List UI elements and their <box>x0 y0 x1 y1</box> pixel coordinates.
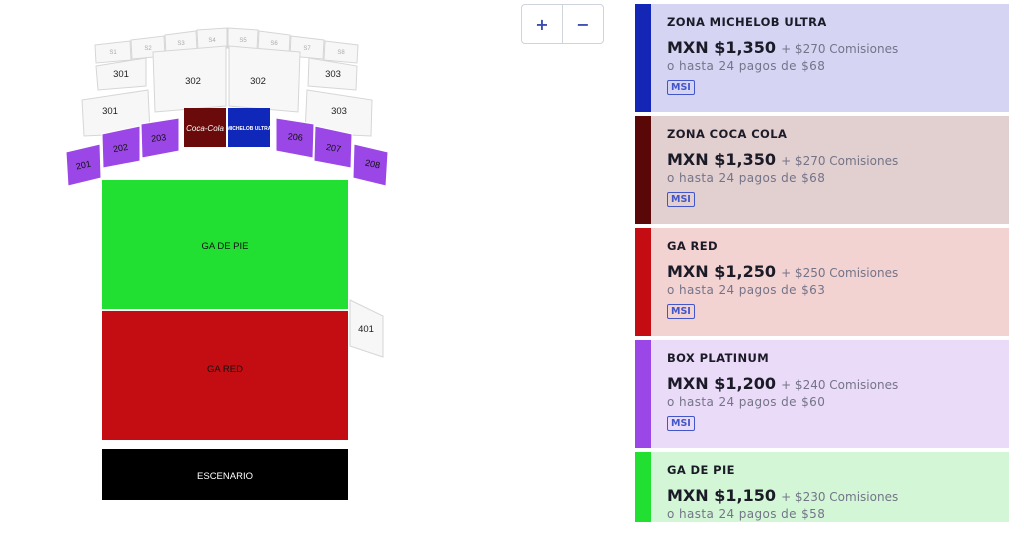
zone-coca-cola[interactable] <box>184 108 226 147</box>
label-207: 207 <box>325 142 342 154</box>
section-203[interactable] <box>140 117 180 159</box>
label-s1: S1 <box>109 50 117 56</box>
zone-price: MXN $1,350 <box>667 150 776 169</box>
label-ga-de-pie: GA DE PIE <box>202 241 249 252</box>
label-301-lower: 301 <box>102 106 118 117</box>
section-302-left[interactable] <box>152 45 227 113</box>
coca-cola-logo: Coca-Cola <box>186 124 224 133</box>
zone-card[interactable]: ZONA COCA COLA MXN $1,350 + $270 Comisio… <box>635 116 1009 224</box>
label-208: 208 <box>364 158 381 171</box>
michelob-logo: MICHELOB ULTRA <box>227 126 272 132</box>
label-s6: S6 <box>270 41 278 47</box>
section-208[interactable] <box>352 143 389 187</box>
label-s7: S7 <box>303 46 311 52</box>
label-302-left: 302 <box>185 76 201 87</box>
zoom-in-button[interactable]: + <box>522 5 562 43</box>
section-302-right[interactable] <box>228 45 301 113</box>
zoom-out-button[interactable]: − <box>563 5 603 43</box>
section-206[interactable] <box>275 117 315 159</box>
label-s5: S5 <box>239 38 247 44</box>
zone-installments: o hasta 24 pagos de $68 <box>667 171 826 185</box>
zone-price-list: ZONA MICHELOB ULTRA MXN $1,350 + $270 Co… <box>635 4 1009 522</box>
zone-color-bar <box>635 340 651 448</box>
zone-color-bar <box>635 228 651 336</box>
msi-badge: MSI <box>667 416 695 431</box>
zone-ga-de-pie[interactable] <box>102 180 348 309</box>
price-line: MXN $1,350 + $270 Comisiones <box>667 38 997 57</box>
zone-name: GA RED <box>667 239 718 253</box>
zone-fees: + $270 Comisiones <box>781 154 899 168</box>
label-302-right: 302 <box>250 76 266 87</box>
zone-michelob-ultra[interactable] <box>228 108 270 147</box>
label-s3: S3 <box>177 41 185 47</box>
zone-color-bar <box>635 4 651 112</box>
section-201[interactable] <box>65 143 102 187</box>
section-207[interactable] <box>313 125 353 169</box>
label-stage: ESCENARIO <box>197 471 253 482</box>
price-line: MXN $1,150 + $230 Comisiones <box>667 486 997 505</box>
zone-price: MXN $1,250 <box>667 262 776 281</box>
section-202[interactable] <box>101 125 141 169</box>
price-line: MXN $1,350 + $270 Comisiones <box>667 150 997 169</box>
zone-name: GA DE PIE <box>667 463 735 477</box>
zone-name: BOX PLATINUM <box>667 351 770 365</box>
zone-fees: + $240 Comisiones <box>781 378 899 392</box>
zone-fees: + $230 Comisiones <box>781 490 899 504</box>
zone-card[interactable]: BOX PLATINUM MXN $1,200 + $240 Comisione… <box>635 340 1009 448</box>
zone-price: MXN $1,350 <box>667 38 776 57</box>
label-203: 203 <box>151 132 167 144</box>
zone-installments: o hasta 24 pagos de $60 <box>667 395 826 409</box>
section-401[interactable] <box>349 299 384 358</box>
zoom-controls: + − <box>521 4 604 44</box>
label-401: 401 <box>358 324 374 335</box>
zone-card[interactable]: GA DE PIE MXN $1,150 + $230 Comisiones o… <box>635 452 1009 522</box>
msi-badge: MSI <box>667 304 695 319</box>
zone-color-bar <box>635 452 651 522</box>
label-201: 201 <box>75 159 92 172</box>
label-301-upper: 301 <box>113 69 129 80</box>
zone-price: MXN $1,200 <box>667 374 776 393</box>
msi-badge: MSI <box>667 192 695 207</box>
stage <box>102 449 348 500</box>
section-301-upper[interactable] <box>95 57 147 91</box>
zone-installments: o hasta 24 pagos de $58 <box>667 507 826 521</box>
label-ga-red: GA RED <box>207 364 243 375</box>
section-s4[interactable] <box>196 27 228 51</box>
label-202: 202 <box>112 142 129 154</box>
label-303-upper: 303 <box>325 69 341 80</box>
label-206: 206 <box>287 131 303 143</box>
zone-fees: + $270 Comisiones <box>781 42 899 56</box>
zone-installments: o hasta 24 pagos de $68 <box>667 59 826 73</box>
zone-card[interactable]: ZONA MICHELOB ULTRA MXN $1,350 + $270 Co… <box>635 4 1009 112</box>
label-s2: S2 <box>144 46 152 52</box>
zoom-divider <box>562 5 563 43</box>
zone-fees: + $250 Comisiones <box>781 266 899 280</box>
label-s8: S8 <box>337 50 345 56</box>
zone-installments: o hasta 24 pagos de $63 <box>667 283 826 297</box>
section-s8[interactable] <box>323 40 359 64</box>
label-303-lower: 303 <box>331 106 347 117</box>
zone-name: ZONA MICHELOB ULTRA <box>667 15 827 29</box>
zone-ga-red[interactable] <box>102 311 348 440</box>
zone-color-bar <box>635 116 651 224</box>
msi-badge: MSI <box>667 80 695 95</box>
price-line: MXN $1,250 + $250 Comisiones <box>667 262 997 281</box>
section-303-upper[interactable] <box>307 57 358 91</box>
zone-price: MXN $1,150 <box>667 486 776 505</box>
label-s4: S4 <box>208 38 216 44</box>
price-line: MXN $1,200 + $240 Comisiones <box>667 374 997 393</box>
zone-card[interactable]: GA RED MXN $1,250 + $250 Comisiones o ha… <box>635 228 1009 336</box>
venue-map: S1 S2 S3 S4 S5 S6 S7 S8 301 302 302 303 … <box>65 27 389 500</box>
zone-name: ZONA COCA COLA <box>667 127 788 141</box>
section-303-lower[interactable] <box>304 89 373 137</box>
